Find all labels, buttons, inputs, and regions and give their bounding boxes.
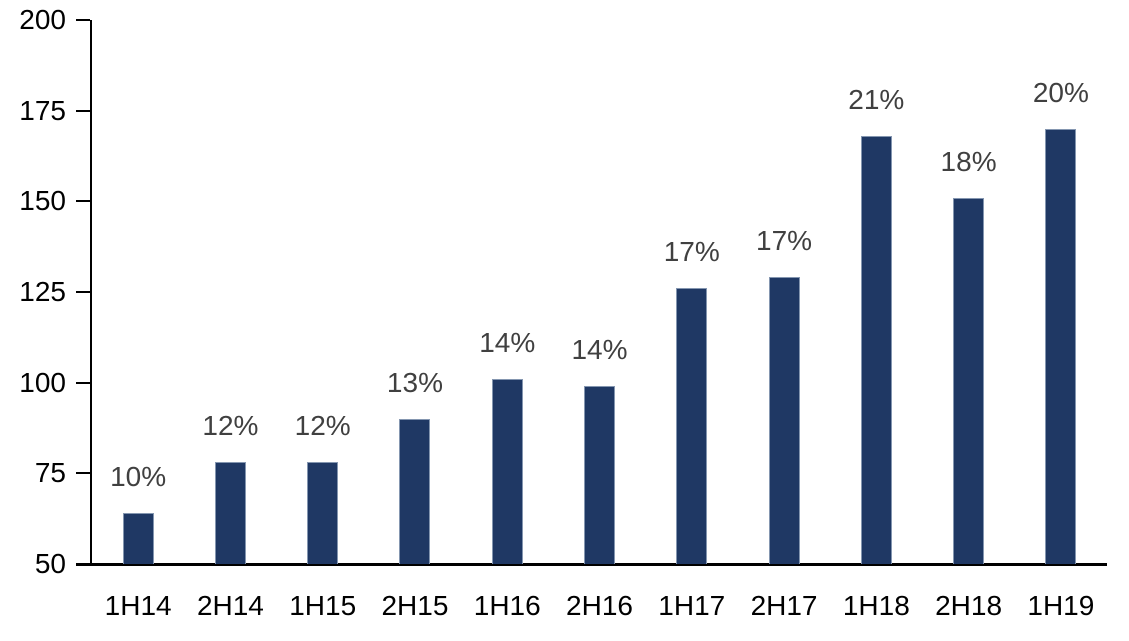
y-tick-mark xyxy=(76,472,90,475)
x-axis-line xyxy=(76,563,1107,566)
bar-data-label: 18% xyxy=(940,145,997,177)
x-axis-tick-label: 2H15 xyxy=(381,590,449,621)
y-axis-tick-label: 175 xyxy=(19,94,66,126)
bar xyxy=(307,462,339,564)
y-tick-mark xyxy=(76,109,90,112)
bar-data-label: 14% xyxy=(571,334,628,366)
bar-data-label: 13% xyxy=(386,366,443,398)
x-axis-tick-label: 1H16 xyxy=(473,590,541,621)
x-axis-tick-label: 2H17 xyxy=(750,590,818,621)
bar xyxy=(584,386,615,564)
bar-data-label: 17% xyxy=(756,225,813,257)
y-axis-tick-label: 125 xyxy=(19,276,66,307)
bar xyxy=(122,513,154,564)
bar-data-label: 10% xyxy=(110,461,167,493)
y-tick-mark xyxy=(76,291,90,293)
x-axis-tick-label: 2H14 xyxy=(196,590,264,621)
bar xyxy=(860,136,892,564)
bar xyxy=(768,277,800,564)
y-tick-mark xyxy=(76,381,90,384)
bar xyxy=(953,197,985,564)
x-axis-tick-label: 1H18 xyxy=(842,590,910,621)
bar-data-label: 14% xyxy=(479,327,536,359)
x-axis-tick-label: 1H14 xyxy=(104,590,172,621)
bar xyxy=(491,379,523,564)
y-tick-mark xyxy=(76,200,90,203)
bar xyxy=(1045,128,1077,564)
y-axis-tick-label: 75 xyxy=(34,457,66,489)
x-axis-tick-label: 1H19 xyxy=(1027,590,1095,621)
x-axis-tick-label: 1H15 xyxy=(289,590,357,621)
y-tick-mark xyxy=(76,19,90,21)
bar-data-label: 12% xyxy=(294,410,351,442)
y-axis-tick-label: 200 xyxy=(19,4,66,35)
bar xyxy=(214,462,246,564)
bar xyxy=(676,288,708,564)
bar-data-label: 20% xyxy=(1032,76,1089,108)
bar-data-label: 12% xyxy=(202,410,259,442)
bar-data-label: 17% xyxy=(663,236,720,268)
y-axis-tick-label: 100 xyxy=(19,366,66,398)
bar xyxy=(399,418,431,564)
bar-data-label: 21% xyxy=(848,84,905,116)
x-axis-tick-label: 2H18 xyxy=(935,590,1003,621)
y-axis-tick-label: 150 xyxy=(19,185,66,217)
y-axis-line xyxy=(90,20,92,564)
x-axis-tick-label: 1H17 xyxy=(658,590,726,621)
y-axis-tick-label: 50 xyxy=(34,548,66,579)
x-axis-tick-label: 2H16 xyxy=(566,590,633,621)
